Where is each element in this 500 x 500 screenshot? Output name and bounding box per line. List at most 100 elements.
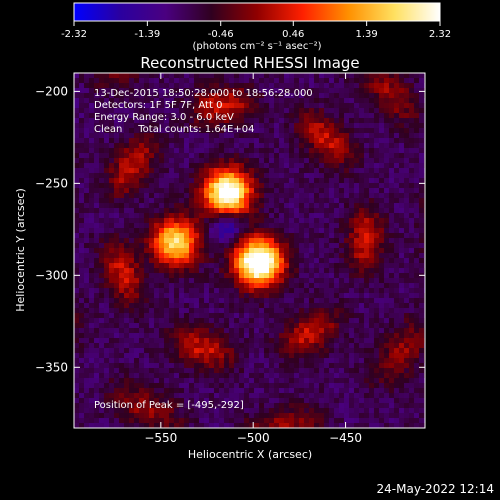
- heatmap-cell: [374, 273, 380, 279]
- heatmap-cell: [359, 158, 365, 164]
- heatmap-cell: [134, 138, 140, 144]
- heatmap-cell: [369, 208, 375, 214]
- heatmap-cell: [219, 363, 225, 369]
- heatmap-cell: [159, 103, 165, 109]
- heatmap-cell: [254, 348, 260, 354]
- heatmap-cell: [124, 148, 130, 154]
- heatmap-cell: [304, 268, 310, 274]
- heatmap-cell: [89, 223, 95, 229]
- heatmap-cell: [104, 208, 110, 214]
- heatmap-cell: [254, 158, 260, 164]
- heatmap-cell: [284, 318, 290, 324]
- heatmap-cell: [244, 408, 250, 414]
- heatmap-cell: [344, 243, 350, 249]
- heatmap-cell: [249, 323, 255, 329]
- heatmap-cell: [364, 408, 370, 414]
- heatmap-cell: [414, 73, 420, 79]
- heatmap-cell: [104, 233, 110, 239]
- heatmap-cell: [174, 388, 180, 394]
- heatmap-cell: [349, 328, 355, 334]
- heatmap-cell: [314, 323, 320, 329]
- heatmap-cell: [94, 83, 100, 89]
- heatmap-cell: [174, 328, 180, 334]
- heatmap-cell: [314, 118, 320, 124]
- heatmap-cell: [319, 393, 325, 399]
- heatmap-cell: [294, 203, 300, 209]
- heatmap-cell: [169, 238, 175, 244]
- heatmap-cell: [149, 413, 155, 419]
- heatmap-cell: [194, 138, 200, 144]
- heatmap-cell: [114, 193, 120, 199]
- heatmap-cell: [159, 113, 165, 119]
- heatmap-cell: [239, 413, 245, 419]
- heatmap-cell: [289, 313, 295, 319]
- heatmap-cell: [184, 368, 190, 374]
- heatmap-cell: [89, 138, 95, 144]
- heatmap-cell: [164, 158, 170, 164]
- heatmap-cell: [279, 103, 285, 109]
- heatmap-cell: [194, 78, 200, 84]
- heatmap-cell: [394, 373, 400, 379]
- heatmap-cell: [219, 148, 225, 154]
- heatmap-cell: [209, 308, 215, 314]
- heatmap-cell: [414, 283, 420, 289]
- heatmap-cell: [324, 163, 330, 169]
- heatmap-cell: [259, 213, 265, 219]
- heatmap-cell: [374, 203, 380, 209]
- heatmap-cell: [134, 283, 140, 289]
- heatmap-cell: [199, 253, 205, 259]
- heatmap-cell: [364, 98, 370, 104]
- heatmap-cell: [149, 398, 155, 404]
- heatmap-cell: [194, 158, 200, 164]
- heatmap-cell: [169, 293, 175, 299]
- heatmap-cell: [89, 408, 95, 414]
- heatmap-cell: [139, 138, 145, 144]
- heatmap-cell: [124, 323, 130, 329]
- heatmap-cell: [214, 238, 220, 244]
- heatmap-cell: [329, 388, 335, 394]
- heatmap-cell: [239, 108, 245, 114]
- heatmap-cell: [394, 163, 400, 169]
- heatmap-cell: [234, 363, 240, 369]
- heatmap-cell: [104, 213, 110, 219]
- heatmap-cell: [369, 388, 375, 394]
- heatmap-cell: [344, 303, 350, 309]
- heatmap-cell: [294, 113, 300, 119]
- heatmap-cell: [389, 343, 395, 349]
- heatmap-cell: [294, 388, 300, 394]
- heatmap-cell: [324, 278, 330, 284]
- heatmap-cell: [164, 328, 170, 334]
- heatmap-cell: [194, 378, 200, 384]
- heatmap-cell: [304, 208, 310, 214]
- heatmap-cell: [79, 98, 85, 104]
- heatmap-cell: [289, 113, 295, 119]
- heatmap-cell: [379, 238, 385, 244]
- heatmap-cell: [164, 308, 170, 314]
- heatmap-cell: [309, 308, 315, 314]
- heatmap-cell: [359, 153, 365, 159]
- heatmap-cell: [94, 208, 100, 214]
- heatmap-cell: [404, 338, 410, 344]
- heatmap-cell: [264, 153, 270, 159]
- heatmap-cell: [314, 93, 320, 99]
- heatmap-cell: [269, 128, 275, 134]
- heatmap-cell: [164, 333, 170, 339]
- heatmap-cell: [184, 118, 190, 124]
- heatmap-cell: [399, 178, 405, 184]
- heatmap-cell: [324, 198, 330, 204]
- heatmap-cell: [254, 223, 260, 229]
- heatmap-cell: [309, 138, 315, 144]
- heatmap-cell: [219, 83, 225, 89]
- heatmap-cell: [319, 408, 325, 414]
- heatmap-cell: [189, 93, 195, 99]
- heatmap-cell: [84, 208, 90, 214]
- heatmap-cell: [184, 313, 190, 319]
- heatmap-cell: [84, 198, 90, 204]
- heatmap-cell: [254, 198, 260, 204]
- heatmap-cell: [399, 298, 405, 304]
- heatmap-cell: [264, 158, 270, 164]
- heatmap-cell: [109, 133, 115, 139]
- heatmap-cell: [254, 338, 260, 344]
- heatmap-cell: [359, 218, 365, 224]
- heatmap-cell: [264, 278, 270, 284]
